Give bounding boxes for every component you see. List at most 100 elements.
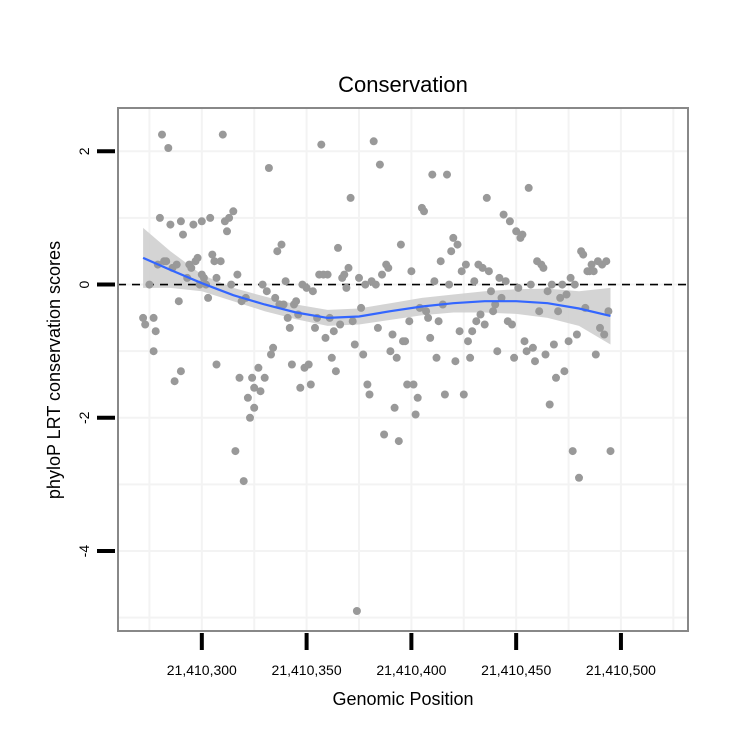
- data-point: [352, 607, 361, 615]
- data-point: [495, 273, 504, 282]
- data-point: [267, 350, 275, 359]
- data-point: [250, 403, 259, 412]
- data-point: [606, 447, 615, 456]
- data-point: [243, 393, 252, 402]
- data-point: [344, 263, 353, 272]
- data-point: [239, 477, 248, 486]
- data-point: [409, 380, 418, 389]
- data-point: [501, 277, 510, 286]
- data-point: [254, 363, 263, 372]
- data-point: [401, 337, 410, 346]
- data-point: [489, 307, 498, 316]
- data-point: [470, 277, 479, 286]
- data-point: [258, 280, 267, 289]
- data-point: [545, 400, 554, 409]
- data-point: [512, 227, 521, 236]
- data-point: [394, 437, 403, 446]
- data-point: [380, 430, 389, 439]
- data-point: [262, 287, 271, 296]
- data-point: [386, 347, 395, 356]
- data-point: [430, 277, 439, 286]
- data-point: [260, 373, 269, 382]
- data-point: [396, 240, 405, 249]
- data-point: [566, 273, 575, 282]
- data-point: [556, 293, 565, 302]
- data-point: [461, 260, 470, 269]
- data-point: [369, 137, 378, 146]
- data-point: [359, 350, 368, 359]
- y-axis-label: phyloP LRT conservation scores: [44, 241, 64, 499]
- data-point: [231, 447, 240, 456]
- data-point: [273, 247, 282, 256]
- data-point: [375, 160, 384, 169]
- data-point: [562, 290, 571, 299]
- confidence-band: [143, 227, 611, 345]
- data-point: [491, 300, 500, 309]
- data-point: [447, 247, 456, 256]
- data-point: [141, 320, 150, 329]
- data-point: [422, 307, 431, 316]
- y-tick-label: 2: [76, 147, 92, 155]
- data-point: [455, 327, 464, 336]
- data-point: [371, 280, 380, 289]
- gridlines: [118, 108, 688, 631]
- data-point: [304, 360, 313, 369]
- data-point: [388, 330, 397, 339]
- data-point: [589, 267, 598, 276]
- x-tick-label: 21,410,300: [167, 662, 237, 678]
- data-point: [459, 390, 468, 399]
- confidence-band-layer: [143, 227, 611, 345]
- data-point: [541, 350, 550, 359]
- data-point: [378, 270, 386, 279]
- data-point: [596, 323, 604, 332]
- data-point: [331, 367, 340, 376]
- data-point: [176, 217, 185, 226]
- data-point: [296, 383, 305, 392]
- data-point: [172, 260, 181, 269]
- data-point: [346, 193, 355, 202]
- data-point: [321, 333, 330, 342]
- data-point: [478, 263, 487, 272]
- x-axis-ticks: 21,410,300 21,410,350 21,410,400 21,410,450…: [167, 633, 656, 678]
- data-point: [549, 340, 558, 349]
- data-point: [602, 257, 611, 266]
- data-point: [355, 273, 363, 282]
- data-point: [407, 267, 416, 276]
- data-point: [579, 250, 588, 259]
- data-point: [510, 353, 519, 362]
- data-point: [329, 327, 338, 336]
- data-point: [227, 280, 236, 289]
- data-point: [432, 353, 441, 362]
- x-axis-label: Genomic Position: [332, 689, 473, 709]
- data-point: [277, 240, 286, 249]
- data-point: [392, 353, 401, 362]
- data-point: [210, 257, 219, 266]
- data-point: [552, 373, 560, 382]
- y-tick-label: 0: [76, 280, 92, 288]
- data-point: [281, 277, 290, 286]
- data-point: [600, 330, 609, 339]
- data-point: [604, 307, 613, 316]
- data-point: [308, 287, 317, 296]
- data-point: [208, 250, 217, 259]
- x-tick-label: 21,410,450: [481, 662, 551, 678]
- data-point: [176, 367, 185, 376]
- data-point: [283, 313, 292, 322]
- data-point: [269, 343, 278, 352]
- data-point: [476, 310, 485, 319]
- data-point: [216, 257, 225, 266]
- data-point: [204, 293, 213, 302]
- data-point: [199, 273, 208, 282]
- data-point: [342, 283, 351, 292]
- data-point: [526, 280, 535, 289]
- data-point: [493, 347, 502, 356]
- data-point: [428, 170, 437, 179]
- data-point: [480, 320, 489, 329]
- data-point: [348, 317, 357, 326]
- data-point: [436, 257, 445, 266]
- data-point: [572, 330, 581, 339]
- data-point: [384, 263, 393, 272]
- data-point: [155, 213, 164, 222]
- data-point: [193, 253, 202, 262]
